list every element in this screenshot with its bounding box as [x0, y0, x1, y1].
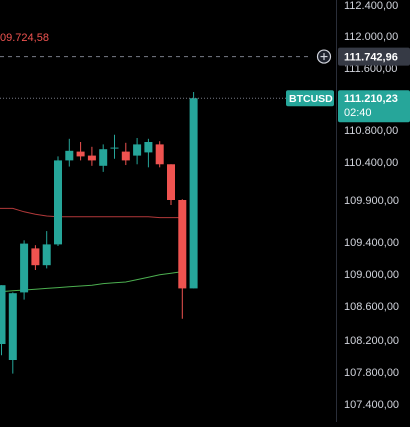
price-tick-label: 110.800,00: [344, 125, 398, 137]
candle-body[interactable]: [20, 243, 29, 293]
moving-average-line-red: [0, 207, 183, 219]
cursor-price-tag[interactable]: 111.742,96: [338, 47, 410, 66]
candle[interactable]: [155, 141, 164, 168]
candle-body[interactable]: [110, 147, 119, 149]
candle-body[interactable]: [87, 155, 96, 161]
price-tick-label: 107.800,00: [344, 367, 399, 379]
price-tick-label: 112.400,00: [344, 0, 398, 12]
cursor-price-label: 111.742,96: [344, 52, 398, 64]
price-tick-label: 109.900,00: [344, 195, 399, 207]
symbol-tag-bg: [286, 90, 334, 107]
symbol-name: BTCUSD: [289, 93, 333, 105]
price-tick-label: 111.600,00: [344, 63, 397, 75]
candle[interactable]: [110, 134, 119, 159]
price-tick-label: 112.000,00: [344, 31, 398, 43]
candle[interactable]: [133, 138, 142, 165]
candle[interactable]: [54, 156, 62, 246]
symbol-tag[interactable]: BTCUSD: [286, 90, 334, 107]
candle[interactable]: [8, 292, 17, 374]
candle[interactable]: [178, 199, 187, 319]
candle-body[interactable]: [178, 200, 187, 289]
candle[interactable]: [99, 144, 108, 172]
cursor-price-tag-bg: [338, 47, 410, 66]
candle-body[interactable]: [54, 160, 62, 245]
price-tick-label: 107.400,00: [344, 399, 399, 411]
candle[interactable]: [31, 245, 40, 270]
candle[interactable]: [121, 142, 130, 166]
candle-countdown: 02:40: [344, 107, 372, 119]
candle[interactable]: [144, 138, 153, 168]
candle-body[interactable]: [76, 151, 85, 157]
candle-body[interactable]: [155, 144, 164, 165]
plus-circle-icon[interactable]: [316, 49, 332, 64]
candle[interactable]: [189, 92, 198, 289]
candle-body[interactable]: [8, 293, 17, 360]
candle-body[interactable]: [65, 150, 74, 161]
candle[interactable]: [42, 231, 51, 269]
candle-body[interactable]: [121, 151, 130, 161]
price-tick-label: 109.000,00: [344, 269, 399, 281]
candle[interactable]: [76, 142, 85, 161]
current-price-label: 111.210,23: [344, 93, 398, 105]
price-axis[interactable]: 112.400,00 112.000,00 111.600,00 110.800,00…: [336, 0, 410, 422]
candle-body[interactable]: [31, 248, 40, 266]
price-tick-label: 108.600,00: [344, 301, 399, 313]
candle-body[interactable]: [144, 142, 153, 153]
candle-body[interactable]: [189, 98, 198, 289]
candle-body[interactable]: [0, 285, 6, 344]
current-price-tag-bg: [338, 90, 410, 123]
price-tick-label: 110.400,00: [344, 157, 398, 169]
candle-body[interactable]: [167, 164, 175, 200]
current-price-tag[interactable]: 111.210,23 02:40: [338, 90, 410, 123]
price-overlays: 09.724,58 BTCUSD: [0, 32, 336, 107]
candle[interactable]: [87, 146, 96, 166]
candle[interactable]: [20, 240, 29, 300]
price-axis-background: [336, 0, 410, 422]
candle[interactable]: [0, 285, 6, 356]
candle-body[interactable]: [133, 144, 142, 156]
candle-body[interactable]: [42, 244, 51, 266]
candle-body[interactable]: [99, 149, 108, 166]
price-tick-label: 108.200,00: [344, 335, 399, 347]
price-label-red: 09.724,58: [0, 32, 49, 44]
price-tick-label: 109.400,00: [344, 237, 399, 249]
candle[interactable]: [65, 138, 74, 167]
candle[interactable]: [167, 164, 175, 206]
